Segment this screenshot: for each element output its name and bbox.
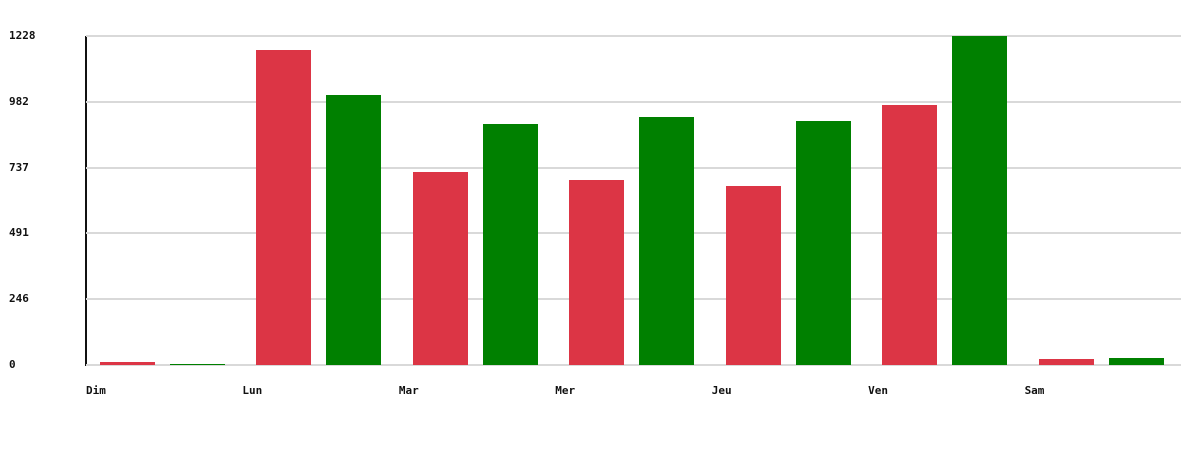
bar-dim-red xyxy=(100,361,155,365)
bar-mar-green xyxy=(482,123,538,365)
grid-line-1228 xyxy=(86,35,1181,37)
y-tick-label-982: 982 xyxy=(9,94,29,108)
x-tick-label-lun: Lun xyxy=(242,384,263,397)
bar-ven-red xyxy=(882,105,938,365)
bar-ven-green xyxy=(952,36,1008,365)
y-tick-label-246: 246 xyxy=(9,292,29,306)
bar-mar-red xyxy=(412,171,468,365)
y-tick-label-1228: 1228 xyxy=(9,29,36,42)
grid-line-246 xyxy=(86,298,1181,301)
bar-mer-red xyxy=(569,179,625,365)
x-tick-label-jeu: Jeu xyxy=(711,384,732,397)
bar-jeu-green xyxy=(795,121,851,365)
bar-mer-green xyxy=(639,117,695,365)
plot-area xyxy=(86,35,1181,366)
grid-line-0 xyxy=(86,364,1181,366)
grid-line-491 xyxy=(86,232,1181,235)
x-tick-label-mer: Mer xyxy=(555,384,576,397)
y-tick-label-491: 491 xyxy=(9,226,29,240)
bar-lun-red xyxy=(256,49,312,365)
bar-lun-green xyxy=(326,94,382,365)
x-tick-label-ven: Ven xyxy=(868,384,889,397)
y-tick-label-737: 737 xyxy=(9,160,29,174)
bar-dim-green xyxy=(170,363,225,365)
x-tick-label-mar: Mar xyxy=(398,384,419,397)
x-tick-label-dim: Dim xyxy=(86,384,106,397)
grid-line-737 xyxy=(86,166,1181,169)
bar-sam-green xyxy=(1108,357,1164,365)
bar-sam-red xyxy=(1038,358,1094,365)
x-tick-label-sam: Sam xyxy=(1024,384,1045,397)
y-tick-label-0: 0 xyxy=(9,358,16,371)
y-axis-line xyxy=(85,36,87,366)
bar-jeu-red xyxy=(725,186,781,365)
grid-line-982 xyxy=(86,100,1181,103)
